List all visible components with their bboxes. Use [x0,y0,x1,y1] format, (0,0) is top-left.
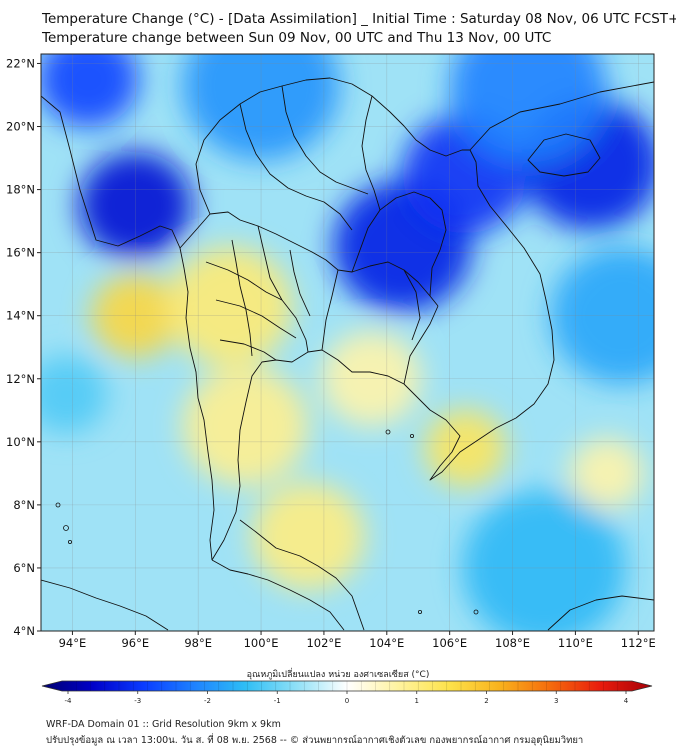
colorbar-tick-label: 0 [345,697,349,705]
colorbar-tick-label: -2 [204,697,211,705]
field-blob-1 [41,54,139,127]
latitude-axis: 4°N 6°N 8°N 10°N 12°N 14°N 16°N 18°N 20°N 22°N [6,56,41,638]
field-blob-12 [182,366,309,486]
colorbar-tick-label: -3 [134,697,141,705]
lon-tick-label: 106°E [432,636,467,650]
field-blob-16 [569,437,645,510]
lat-tick-label: 8°N [13,498,35,512]
lat-tick-label: 12°N [6,372,35,386]
model-info: WRF-DA Domain 01 :: Grid Resolution 9km … [46,719,281,730]
lon-tick-label: 112°E [621,636,656,650]
lat-tick-label: 6°N [13,561,35,575]
field-blob-15 [320,330,422,427]
lat-tick-label: 10°N [6,435,35,449]
field-blob-8 [462,490,626,631]
colorbar: -4 -3 -2 -1 0 1 2 3 4 [41,680,653,705]
lat-tick-label: 22°N [6,56,35,70]
chart-subtitle: Temperature change between Sun 09 Nov, 0… [42,30,552,46]
lon-tick-label: 102°E [306,636,341,650]
lat-tick-label: 4°N [13,624,35,638]
map-gridlines [41,54,654,631]
field-blob-10 [91,273,180,358]
colorbar-tick-label: 3 [554,697,558,705]
field-blob-0 [78,151,192,260]
lon-tick-label: 110°E [558,636,593,650]
lat-tick-label: 14°N [6,309,35,323]
credit-line: ปรับปรุงข้อมูล ณ เวลา 13:00น. วัน ส. ที่… [46,735,584,746]
colorbar-tick-label: 2 [484,697,488,705]
lon-tick-label: 94°E [59,636,87,650]
colorbar-tick-label: 4 [624,697,629,705]
lon-tick-label: 96°E [121,636,149,650]
field-blob-7 [550,247,654,385]
lat-tick-label: 18°N [6,183,35,197]
lon-tick-label: 100°E [244,636,279,650]
coastlines-and-borders [41,77,654,631]
lon-tick-label: 104°E [369,636,404,650]
field-blob-9 [41,355,108,434]
chart-title: Temperature Change (°C) - [Data Assimila… [42,11,676,27]
colorbar-tick-label: -4 [65,697,73,705]
field-blob-11 [166,246,293,366]
lat-tick-label: 20°N [6,120,35,134]
colorbar-tick-label: 1 [415,697,419,705]
lat-tick-label: 16°N [6,246,35,260]
lon-tick-label: 98°E [184,636,212,650]
field-blob-2 [182,54,340,161]
lon-tick-label: 108°E [495,636,530,650]
plot-frame [40,53,655,632]
colorbar-tick-label: -1 [274,697,281,705]
colorbar-label: อุณหภูมิเปลี่ยนแปลง หน่วย องศาเซลเซียส (… [246,670,430,680]
temperature-field [41,54,654,631]
field-blob-13 [251,482,365,591]
longitude-axis: 94°E 96°E 98°E 100°E 102°E 104°E 106°E 108°E 110… [59,631,656,650]
field-blob-6 [449,54,607,164]
